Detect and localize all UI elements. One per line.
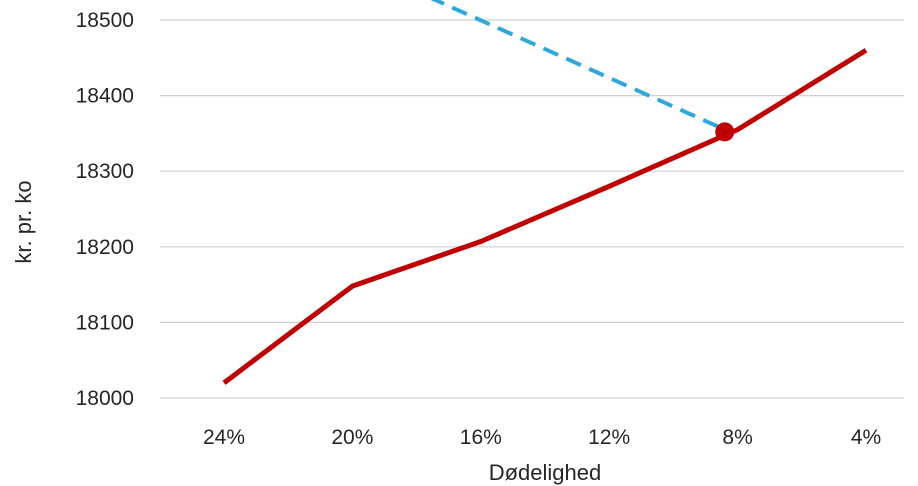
highlight-marker bbox=[715, 122, 735, 142]
x-tick-label: 4% bbox=[851, 426, 881, 449]
x-tick-label: 16% bbox=[460, 426, 502, 449]
x-tick-label: 12% bbox=[588, 426, 630, 449]
y-tick-label: 18100 bbox=[76, 311, 134, 334]
y-tick-label: 18300 bbox=[76, 160, 134, 183]
solid-series-line bbox=[222, 48, 868, 385]
y-tick-label: 18200 bbox=[76, 236, 134, 259]
y-axis-ticks: 18000 18100 18200 18300 18400 18500 bbox=[76, 9, 134, 410]
x-tick-label: 20% bbox=[331, 426, 373, 449]
x-tick-label: 24% bbox=[203, 426, 245, 449]
x-axis-ticks: 24% 20% 16% 12% 8% 4% bbox=[203, 426, 881, 449]
x-axis-title: Dødelighed bbox=[489, 460, 602, 485]
x-tick-label: 8% bbox=[722, 426, 752, 449]
dashed-series-line bbox=[430, 0, 726, 132]
y-tick-label: 18400 bbox=[76, 85, 134, 108]
series-group bbox=[222, 0, 868, 385]
y-axis-title: kr. pr. ko bbox=[11, 180, 36, 263]
gridlines bbox=[160, 19, 904, 399]
y-tick-label: 18000 bbox=[76, 387, 134, 410]
y-tick-label: 18500 bbox=[76, 9, 134, 32]
